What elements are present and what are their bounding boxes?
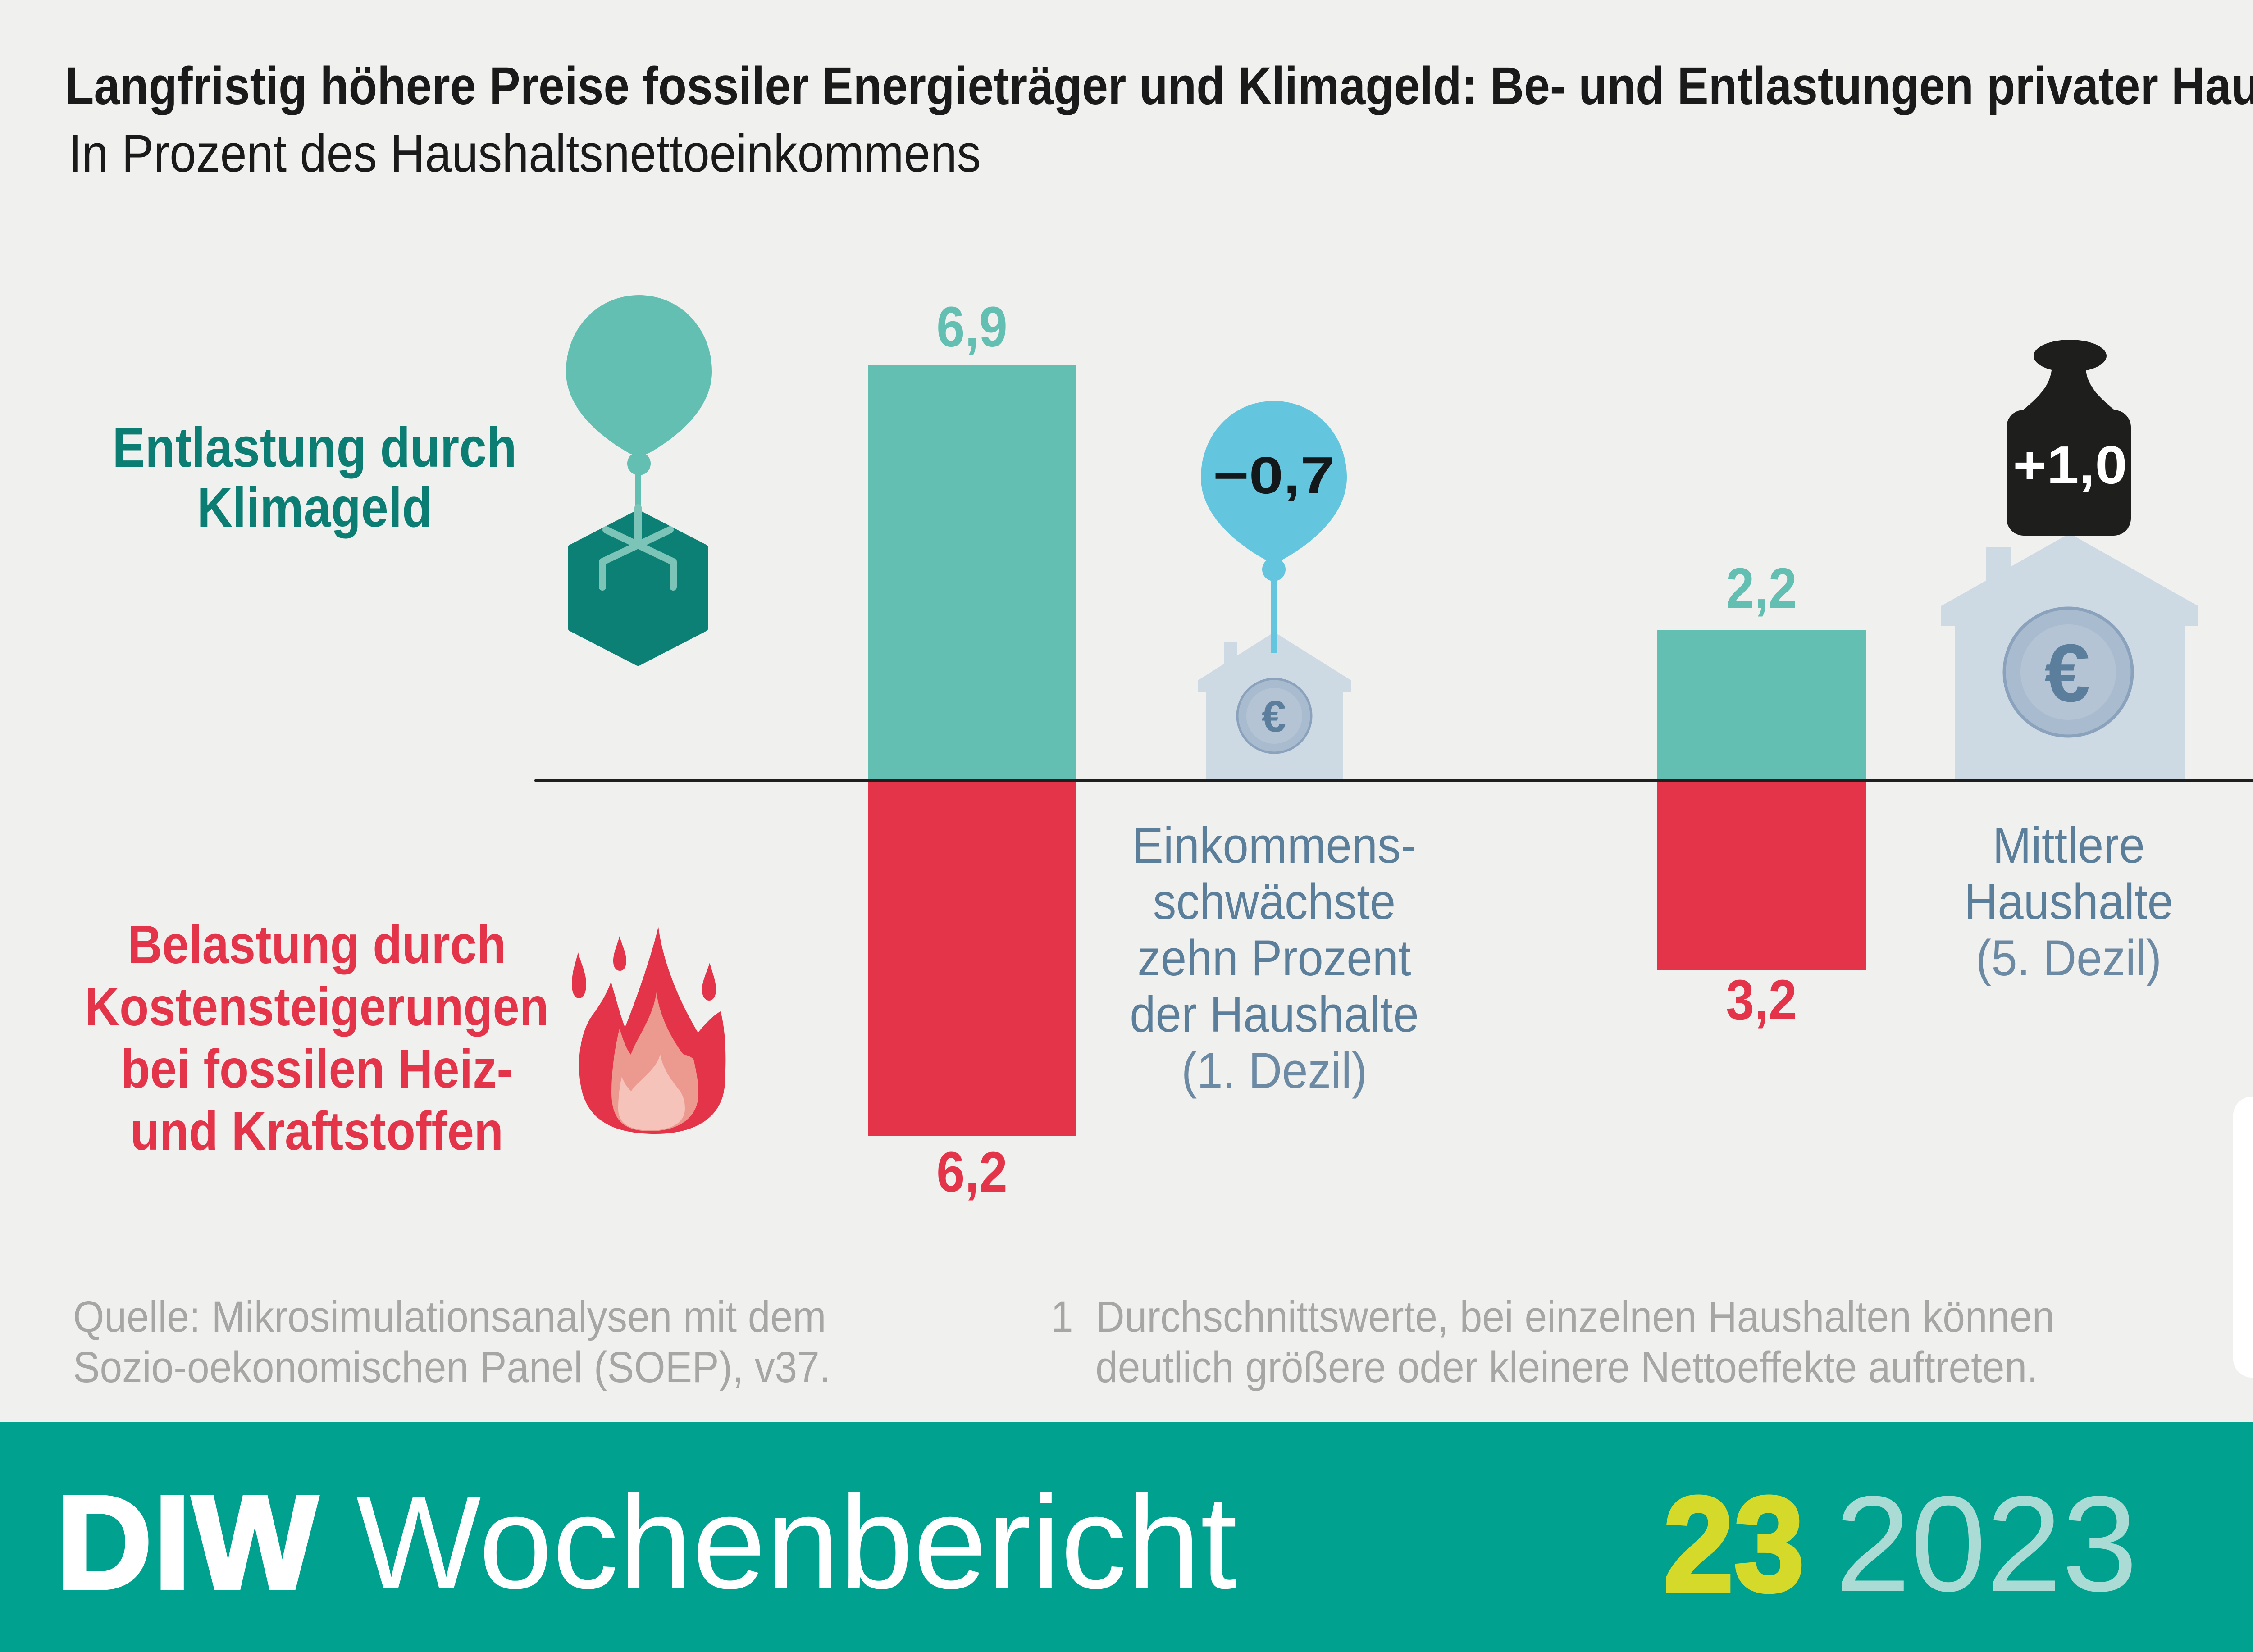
svg-text:€: € xyxy=(2044,627,2090,719)
svg-text:€: € xyxy=(1262,692,1286,741)
